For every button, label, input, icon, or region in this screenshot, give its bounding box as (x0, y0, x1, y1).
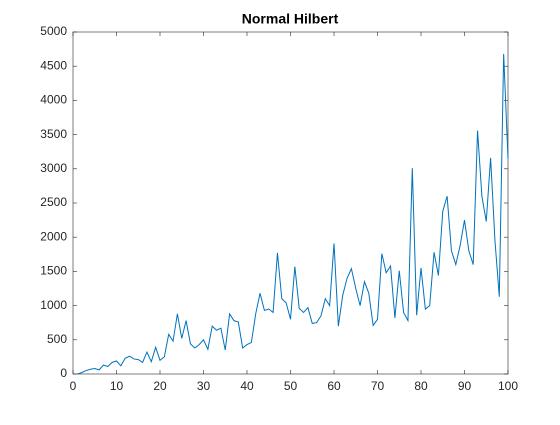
x-tick-label: 80 (414, 379, 428, 393)
y-tick-label: 2000 (40, 229, 67, 243)
y-tick-label: 1500 (40, 264, 67, 278)
x-tick-label: 0 (70, 379, 77, 393)
y-tick-label: 500 (47, 332, 67, 346)
y-tick-label: 3500 (40, 127, 67, 141)
x-tick-label: 10 (110, 379, 124, 393)
y-tick-label: 1000 (40, 298, 67, 312)
chart-title: Normal Hilbert (242, 11, 339, 27)
y-tick-label: 5000 (40, 24, 67, 38)
y-tick-label: 0 (60, 366, 67, 380)
x-tick-label: 70 (371, 379, 385, 393)
x-tick-label: 20 (153, 379, 167, 393)
y-tick-label: 4500 (40, 58, 67, 72)
x-tick-label: 30 (197, 379, 211, 393)
y-tick-label: 3000 (40, 161, 67, 175)
x-tick-label: 40 (240, 379, 254, 393)
x-tick-label: 90 (458, 379, 472, 393)
x-tick-label: 60 (327, 379, 341, 393)
data-line (77, 53, 509, 375)
x-tick-label: 50 (284, 379, 298, 393)
x-tick-label: 100 (498, 379, 518, 393)
y-tick-label: 4000 (40, 93, 67, 107)
y-tick-label: 2500 (40, 195, 67, 209)
